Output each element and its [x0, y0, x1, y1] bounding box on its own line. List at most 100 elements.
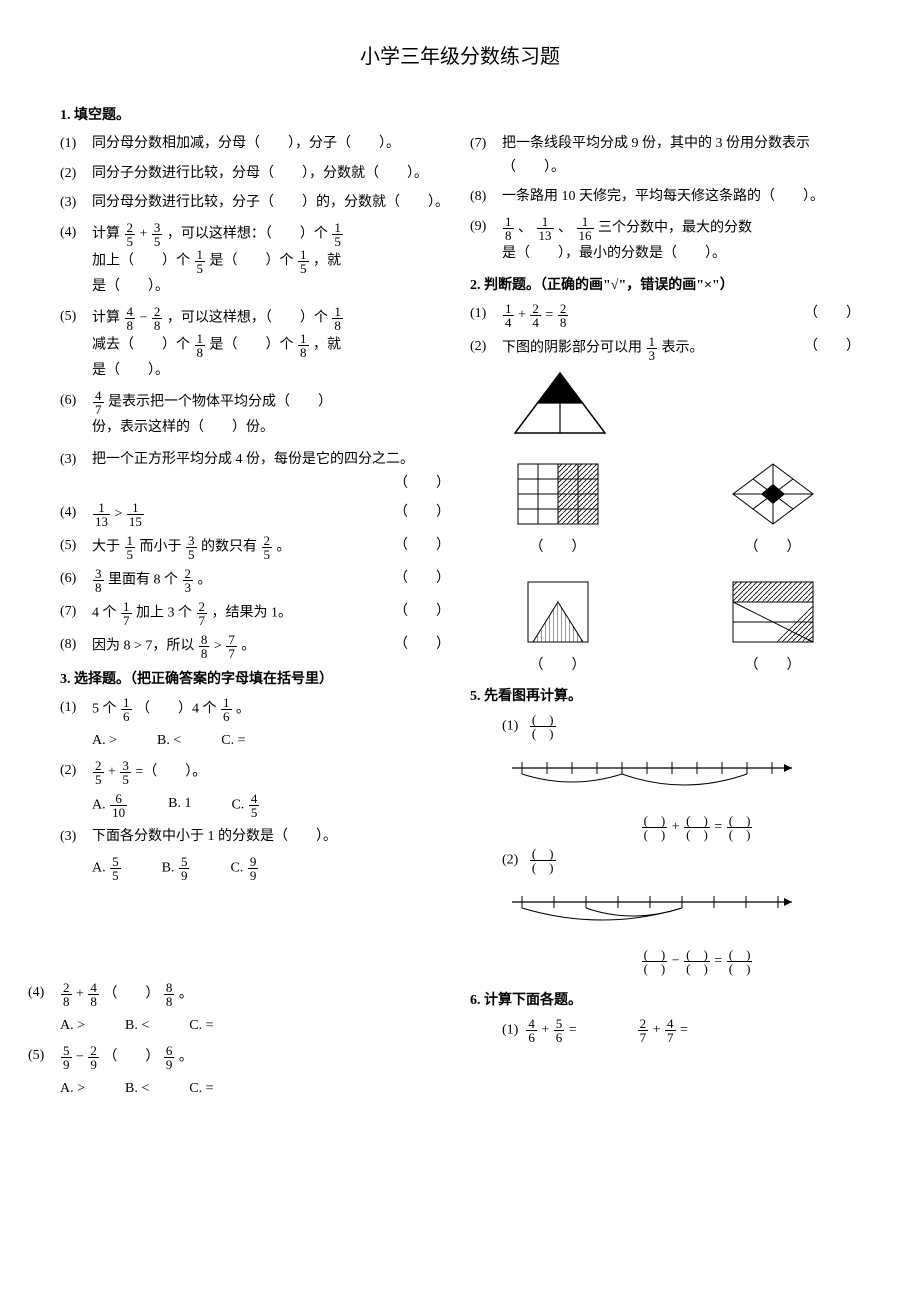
- choice-b: B. <: [125, 1077, 149, 1101]
- fraction: 25: [93, 759, 104, 786]
- fraction: 14: [503, 302, 514, 329]
- text: 表示。: [662, 341, 704, 356]
- text: ，就: [313, 338, 341, 353]
- answer-paren: （ ）: [470, 654, 645, 678]
- item-text: 同分母分数相加减，分母（ ），分子（ ）。: [92, 132, 450, 156]
- plus-sign: +: [108, 765, 116, 780]
- item-num: (7): [470, 132, 502, 156]
- choice-a: A. >: [92, 729, 117, 753]
- choice-c: C. 99: [230, 855, 259, 882]
- text: 是（ ），最小的分数是（ ）。: [502, 246, 726, 261]
- text: 因为 8 > 7，所以: [92, 639, 194, 654]
- fraction: 35: [152, 221, 163, 248]
- text: （ ）: [103, 1050, 159, 1065]
- q3-2: (2) 25 + 35 =（ ）。: [60, 759, 450, 786]
- q1-1: (1) 同分母分数相加减，分母（ ），分子（ ）。: [60, 132, 450, 156]
- eq-sign: =: [545, 308, 553, 323]
- fraction: 18: [195, 332, 206, 359]
- fraction: 28: [61, 981, 72, 1008]
- answer-paren: （ ）: [394, 501, 450, 525]
- q2-4: (4) 113 > 115 （ ）: [60, 501, 450, 528]
- q1-3: (3) 同分母分数进行比较，分子（ ）的，分数就（ ）。: [60, 191, 450, 215]
- q3-3: (3) 下面各分数中小于 1 的分数是（ ）。: [60, 825, 450, 849]
- text: 份，表示这样的（ ）份。: [92, 420, 274, 435]
- text: ，结果为 1。: [212, 606, 293, 621]
- q1-6: (6) 47 是表示把一个物体平均分成（ ） 份，表示这样的（ ）份。: [60, 389, 450, 440]
- answer-paren: （ ）: [394, 567, 450, 591]
- number-line-1: [502, 748, 860, 804]
- plus-sign: +: [653, 1023, 661, 1038]
- plus-sign: +: [76, 987, 84, 1002]
- fraction: 15: [125, 534, 136, 561]
- shapes-grid: （ ） （ ） （ ）: [470, 458, 860, 678]
- item-text: 14 + 24 = 28 （ ）: [502, 302, 860, 329]
- fraction: 18: [332, 305, 343, 332]
- left-col-2: (3) 把一个正方形平均分成 4 份，每份是它的四分之二。 （ ） (4) 11…: [60, 448, 450, 981]
- fraction-blank: ( )( ): [530, 847, 556, 874]
- shape-cell: （ ）: [470, 576, 645, 678]
- text: 而小于: [140, 540, 182, 555]
- item-text: 4 个 17 加上 3 个 27 ，结果为 1。 （ ）: [92, 600, 450, 627]
- fraction: 27: [197, 600, 208, 627]
- item-num: (5): [60, 305, 92, 329]
- text: 。: [236, 702, 250, 717]
- item-text: 同分母分数进行比较，分子（ ）的，分数就（ ）。: [92, 191, 450, 215]
- text: 加上 3 个: [136, 606, 192, 621]
- item-text: 把一个正方形平均分成 4 份，每份是它的四分之二。 （ ）: [92, 448, 450, 496]
- choices-row: A. 55 B. 59 C. 99: [92, 855, 450, 882]
- fraction: 88: [199, 633, 210, 660]
- triangle-diagram: [510, 368, 860, 438]
- text: 计算: [92, 311, 120, 326]
- text: 。: [241, 639, 255, 654]
- gt-sign: >: [115, 507, 123, 522]
- fraction: 23: [183, 567, 194, 594]
- q5-2-num: (2) ( )( ): [502, 847, 860, 874]
- item-text: 把一条线段平均分成 9 份，其中的 3 份用分数表示（ ）。: [502, 132, 860, 180]
- q1-9: (9) 18 、 113 、 116 三个分数中，最大的分数 是（ ），最小的分…: [470, 215, 860, 266]
- item-num: (5): [28, 1044, 60, 1068]
- fraction: 15: [332, 221, 343, 248]
- choices-row: A. > B. < C. =: [92, 729, 450, 753]
- fraction: 88: [164, 981, 175, 1008]
- q1-7: (7) 把一条线段平均分成 9 份，其中的 3 份用分数表示（ ）。: [470, 132, 860, 180]
- text: 5 个: [92, 702, 117, 717]
- item-text: 28 + 48 （ ） 88 。: [60, 981, 450, 1008]
- section-5-head: 5. 先看图再计算。: [470, 685, 860, 709]
- text: 是（ ）。: [92, 279, 169, 294]
- right-col-3: 6. 计算下面各题。 (1) 46 + 56 = 27 + 47 =: [470, 981, 860, 1107]
- fraction: 16: [221, 696, 232, 723]
- text: ，可以这样想：（ ）个: [167, 227, 328, 242]
- fraction: 28: [152, 305, 163, 332]
- item-num: (6): [60, 567, 92, 591]
- text: 是（ ）个: [210, 254, 294, 269]
- item-text: 113 > 115 （ ）: [92, 501, 450, 528]
- item-text: 同分子分数进行比较，分母（ ），分数就（ ）。: [92, 162, 450, 186]
- choice-b: B. <: [157, 729, 181, 753]
- fraction: 46: [526, 1017, 537, 1044]
- item-text: 大于 15 而小于 35 的数只有 25 。 （ ）: [92, 534, 450, 561]
- fraction: 116: [577, 215, 594, 242]
- q2-6: (6) 38 里面有 8 个 23 。 （ ）: [60, 567, 450, 594]
- fraction: 35: [186, 534, 197, 561]
- choices-row: A. > B. < C. =: [60, 1014, 450, 1038]
- choice-a: A. 610: [92, 792, 128, 819]
- item-num: (2): [60, 162, 92, 186]
- q1-8: (8) 一条路用 10 天修完，平均每天修这条路的（ ）。: [470, 185, 860, 209]
- q3-5: (5) 59 − 29 （ ） 69 。: [28, 1044, 450, 1071]
- item-num: (5): [60, 534, 92, 558]
- item-num: (2): [470, 335, 502, 359]
- minus-sign: −: [76, 1050, 84, 1065]
- text: 加上（ ）个: [92, 254, 190, 269]
- q5-1-eq: ( )( ) + ( )( ) = ( )( ): [534, 814, 860, 841]
- item-text: 59 − 29 （ ） 69 。: [60, 1044, 450, 1071]
- plus-sign: +: [140, 227, 148, 242]
- item-num: (4): [60, 221, 92, 245]
- item-num: (4): [60, 501, 92, 525]
- text: 。: [198, 573, 212, 588]
- choice-a: A. 55: [92, 855, 122, 882]
- right-col: (7) 把一条线段平均分成 9 份，其中的 3 份用分数表示（ ）。 (8) 一…: [470, 132, 860, 448]
- q6-1: (1) 46 + 56 = 27 + 47 =: [502, 1017, 860, 1044]
- fraction: 16: [121, 696, 132, 723]
- fraction: 69: [164, 1044, 175, 1071]
- left-col: (1) 同分母分数相加减，分母（ ），分子（ ）。 (2) 同分子分数进行比较，…: [60, 132, 450, 448]
